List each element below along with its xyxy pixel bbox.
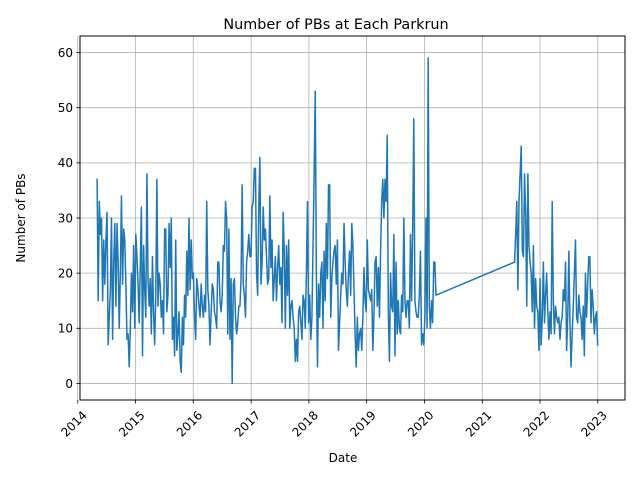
- x-axis-label: Date: [329, 451, 358, 465]
- y-tick-label: 20: [58, 266, 73, 280]
- y-tick-label: 10: [58, 322, 73, 336]
- y-axis-label: Number of PBs: [14, 173, 28, 262]
- y-tick-label: 60: [58, 46, 73, 60]
- chart-title: Number of PBs at Each Parkrun: [223, 17, 448, 33]
- y-axis: 0 10 20 30 40 50 60: [58, 46, 80, 391]
- plot-area: [96, 57, 599, 385]
- y-tick-label: 30: [58, 211, 73, 225]
- y-tick-label: 40: [58, 156, 73, 170]
- series-line: [96, 57, 599, 385]
- y-tick-label: 0: [65, 377, 73, 391]
- y-tick-label: 50: [58, 101, 73, 115]
